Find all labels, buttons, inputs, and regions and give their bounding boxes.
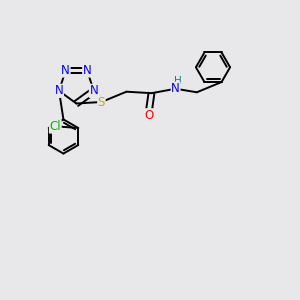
- Text: N: N: [171, 82, 180, 95]
- Text: S: S: [98, 95, 105, 109]
- Text: H: H: [174, 76, 182, 85]
- Text: N: N: [61, 64, 70, 77]
- Text: Cl: Cl: [50, 120, 61, 133]
- Text: O: O: [144, 109, 153, 122]
- Text: N: N: [83, 64, 92, 77]
- Text: N: N: [55, 84, 63, 98]
- Text: N: N: [89, 84, 98, 98]
